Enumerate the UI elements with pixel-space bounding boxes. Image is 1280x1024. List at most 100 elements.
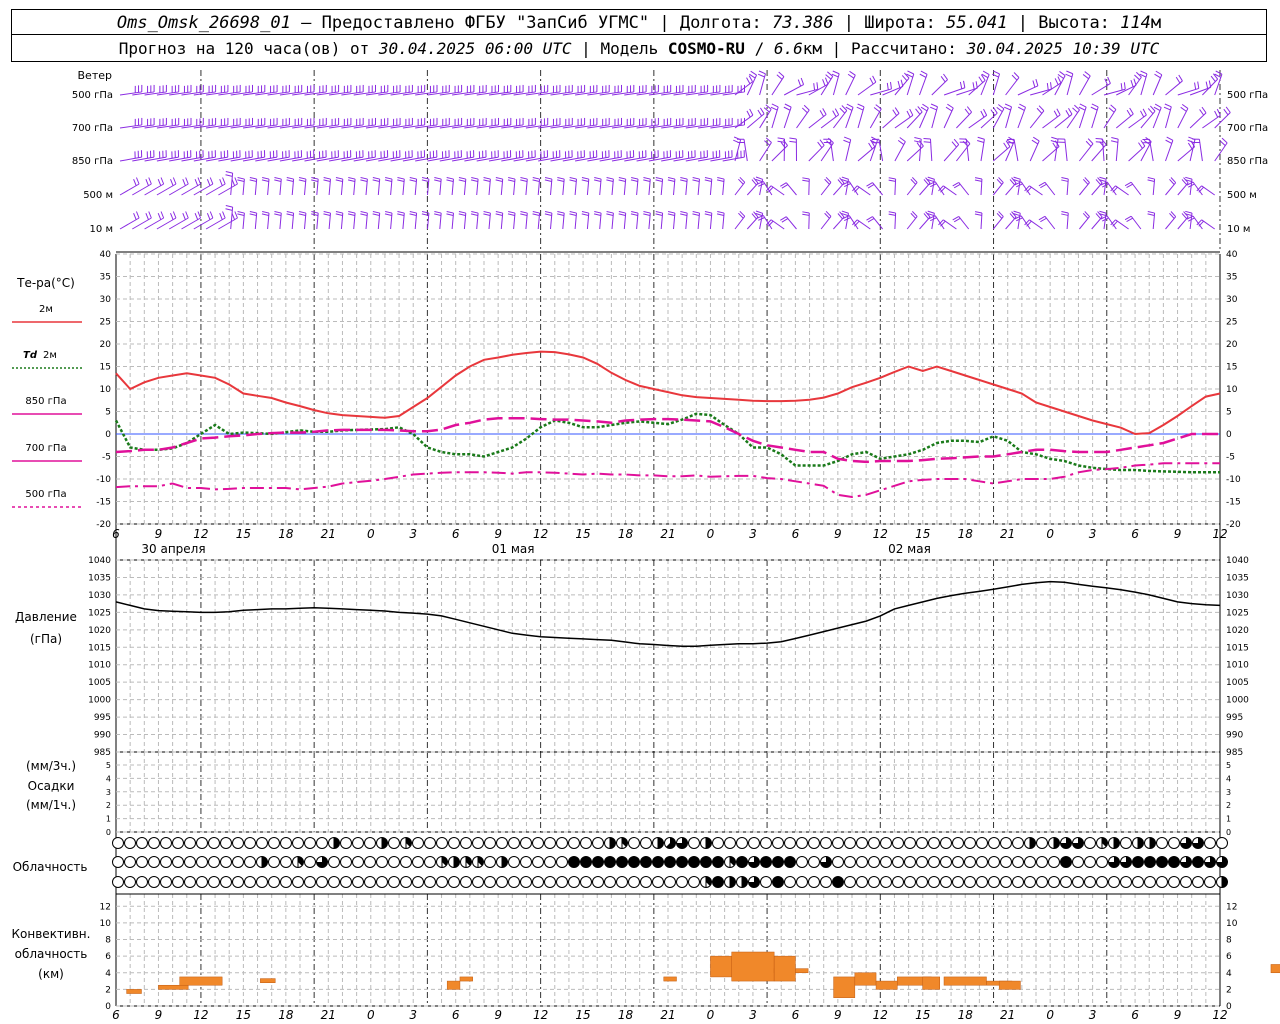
cloud-cover-symbol <box>124 856 136 868</box>
pressure-ytick-right: 1030 <box>1226 591 1249 601</box>
wind-barb <box>919 74 928 96</box>
wind-barb-feather <box>825 74 832 80</box>
conv-ytick: 2 <box>105 985 111 995</box>
wind-barb <box>648 91 671 96</box>
cloud-overcast <box>1192 856 1204 868</box>
conv-cloud-bar <box>922 976 941 990</box>
cloud-fraction <box>406 837 412 847</box>
cloud-overcast <box>772 856 784 868</box>
conv-cloud-bar <box>998 980 1021 990</box>
wind-barb-feather <box>927 178 935 183</box>
wind-barb-feather <box>974 211 983 214</box>
cloud-fraction <box>1054 837 1060 849</box>
wind-barb-feather <box>225 208 233 211</box>
wind-barb-feather <box>1011 177 1017 184</box>
wind-barb-feather <box>1164 103 1172 108</box>
cloud-overcast <box>772 876 784 888</box>
wind-barb <box>206 91 228 96</box>
wind-barb-feather <box>765 219 772 226</box>
wind-barb <box>304 156 327 162</box>
wind-barb-feather <box>854 220 860 227</box>
cloud-cover-symbol <box>628 837 640 849</box>
pressure-ytick: 1030 <box>88 591 111 601</box>
wind-barb-feather <box>755 176 763 180</box>
temp-series-line <box>115 350 1221 436</box>
wind-barb <box>279 91 302 96</box>
wind-barb <box>611 91 634 96</box>
wind-barb <box>759 142 772 162</box>
wind-barb-feather <box>983 108 988 116</box>
wind-barb-feather <box>397 213 405 216</box>
wind-barb <box>1079 182 1090 196</box>
cloud-cover-symbol <box>892 876 904 888</box>
wind-barb-feather <box>940 186 946 193</box>
wind-barb-feather <box>1084 211 1090 217</box>
wind-barb <box>1177 108 1189 129</box>
model-name: COSMO-RU <box>667 39 745 58</box>
wind-barb-feather <box>770 106 778 111</box>
wind-barb <box>734 182 746 196</box>
cloud-cover-symbol <box>328 856 340 868</box>
wind-barb <box>992 182 1004 196</box>
wind-barb-feather <box>667 213 675 216</box>
wind-barb-feather <box>837 179 843 186</box>
wind-barb-feather <box>1133 78 1137 86</box>
cloud-cover-symbol <box>796 837 808 849</box>
wind-barb <box>623 179 627 196</box>
cloud-cover-symbol <box>592 837 604 849</box>
wind-barb <box>168 217 189 230</box>
wind-barb-feather <box>606 176 614 180</box>
conv-ytick-right: 6 <box>1226 952 1232 962</box>
temp-ytick-right: 0 <box>1226 430 1232 440</box>
wind-barb <box>353 124 376 129</box>
wind-barb <box>279 179 282 196</box>
wind-barb <box>341 156 364 162</box>
wind-barb-feather <box>757 109 763 117</box>
wind-barb <box>156 217 177 230</box>
conv-ytick: 4 <box>105 969 111 979</box>
time-tick-label-bottom: 9 <box>155 1008 163 1022</box>
wind-barb <box>770 185 785 196</box>
wind-barb-feather <box>901 75 908 82</box>
wind-barb <box>783 84 804 96</box>
wind-barb <box>1128 76 1142 96</box>
wind-barb-feather <box>1014 215 1022 220</box>
cloud-fraction <box>1138 837 1144 849</box>
wind-barb-feather <box>1068 108 1073 115</box>
wind-barb <box>648 124 671 129</box>
pressure-ytick: 995 <box>94 713 111 723</box>
wind-barb-feather <box>397 179 405 182</box>
time-tick-label: 9 <box>155 527 163 541</box>
wind-barb <box>501 124 524 129</box>
wind-barb <box>685 91 708 96</box>
time-tick-label-bottom: 18 <box>618 1008 634 1022</box>
wind-barb <box>1042 82 1062 96</box>
cloud-overcast <box>652 856 664 868</box>
wind-barb <box>464 156 487 162</box>
wind-barb-feather <box>1024 219 1030 226</box>
wind-barb <box>365 213 368 230</box>
wind-barb-feather <box>930 183 937 188</box>
wind-barb-feather <box>765 104 772 110</box>
wind-barb <box>587 124 610 129</box>
wind-barb-feather <box>947 103 954 109</box>
wind-barb-feather <box>1057 73 1064 79</box>
wind-barb-feather <box>1066 70 1073 75</box>
wind-barb <box>1201 185 1215 196</box>
time-tick-label-bottom: 12 <box>1212 1008 1227 1022</box>
cloud-cover-symbol <box>352 856 364 868</box>
wind-barb-feather <box>643 179 651 182</box>
time-tick-label-bottom: 15 <box>915 1008 930 1022</box>
cloud-cover-symbol <box>1036 876 1048 888</box>
wind-barb-feather <box>372 210 380 214</box>
wind-barb <box>513 213 516 230</box>
wind-barb-feather <box>557 179 565 182</box>
wind-barb-feather <box>875 104 882 110</box>
wind-barb <box>218 183 238 196</box>
wind-barb <box>353 91 376 96</box>
conv-ytick: 8 <box>105 936 111 946</box>
wind-barb <box>1165 182 1177 196</box>
wind-barb <box>869 140 878 162</box>
wind-barb-feather <box>360 210 368 214</box>
wind-barb <box>119 217 140 230</box>
